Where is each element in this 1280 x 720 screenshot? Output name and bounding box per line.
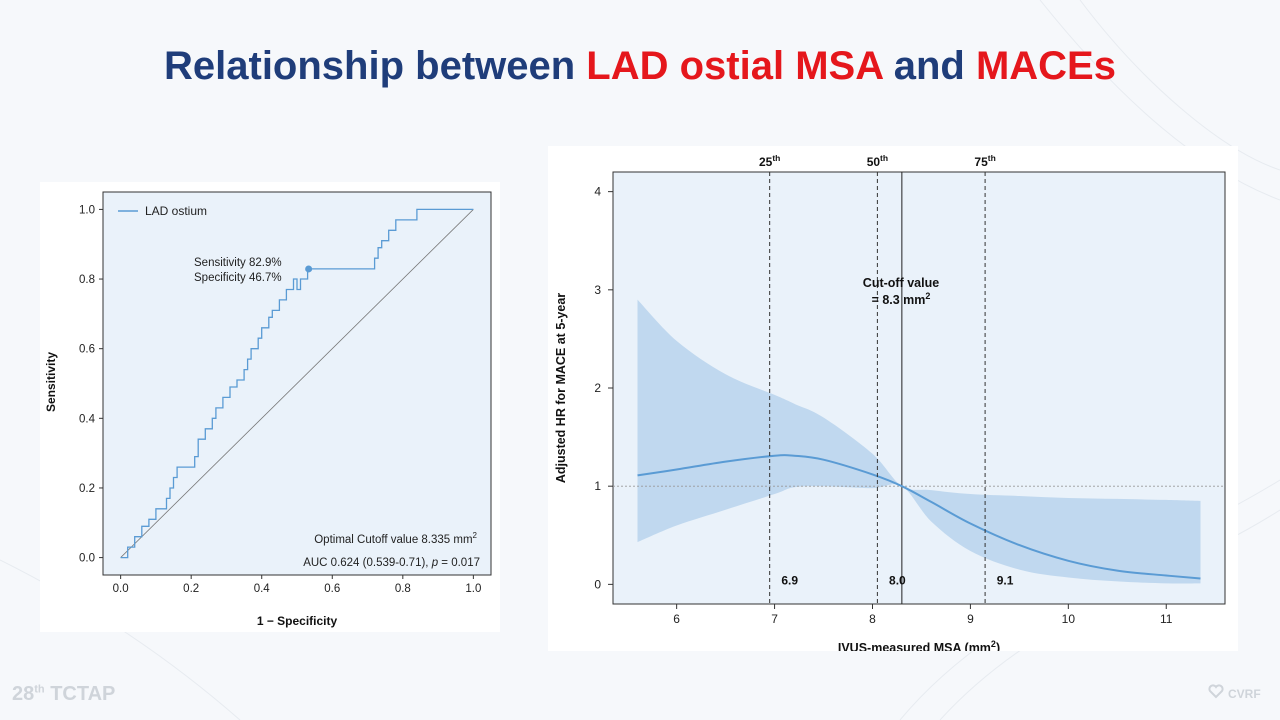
- roc-y-tick-label: 0.6: [79, 344, 95, 356]
- hr-x-axis-label: IVUS-measured MSA (mm2): [838, 639, 1000, 651]
- roc-y-axis-label: Sensitivity: [44, 352, 58, 412]
- roc-x-tick-label: 0.2: [183, 583, 199, 595]
- roc-x-tick-label: 0.8: [395, 583, 411, 595]
- roc-y-tick-label: 0.2: [79, 483, 95, 495]
- roc-x-tick-label: 0.0: [113, 583, 129, 595]
- hr-y-tick-label: 1: [594, 479, 601, 493]
- roc-curve: [120, 208, 474, 559]
- roc-y-tick-label: 1.0: [79, 204, 95, 216]
- hr-cutoff-label-line1: Cut-off value: [863, 276, 939, 290]
- roc-x-tick-label: 0.6: [324, 583, 340, 595]
- hr-percentile-value: 6.9: [781, 573, 798, 587]
- hr-percentile-label: 75th: [974, 153, 995, 169]
- roc-sensitivity-annotation: Sensitivity 82.9%: [194, 257, 282, 269]
- cvrf-heart-icon: [1208, 684, 1224, 699]
- roc-cutoff-annotation: Optimal Cutoff value 8.335 mm2: [314, 531, 477, 546]
- footer-number: 28: [12, 683, 35, 705]
- hr-cutoff-label-line2: = 8.3 mm2: [872, 291, 931, 307]
- hr-y-tick-label: 3: [594, 283, 601, 297]
- hr-x-tick-label: 8: [869, 612, 876, 626]
- roc-auc-annotation: AUC 0.624 (0.539-0.71), p = 0.017: [303, 557, 480, 569]
- hr-y-tick-label: 0: [594, 577, 601, 591]
- roc-chart-panel: 0.0 0.2 0.4 0.6 0.8 1.0 0.0 0.2 0.4 0.6 0.8 1.0 LAD…: [40, 182, 500, 632]
- hr-percentile-label: 25th: [759, 153, 780, 169]
- title-part-2: LAD ostial MSA: [586, 44, 883, 88]
- hr-chart-panel: 6 7 8 9 10 11 0 1 2 3 4 25th 6.9 50th 8.0 75th 9.1 Cut-…: [548, 146, 1238, 655]
- roc-y-tick-label: 0.8: [79, 274, 95, 286]
- title-part-1: Relationship between: [164, 44, 587, 88]
- title-part-4: MACEs: [975, 44, 1116, 88]
- footer-sup: th: [34, 683, 45, 696]
- hr-x-tick-label: 6: [673, 612, 680, 626]
- hr-y-tick-label: 2: [594, 381, 601, 395]
- hr-x-tick-label: 10: [1062, 612, 1076, 626]
- roc-y-tick-label: 0.4: [79, 413, 96, 425]
- roc-y-tick-label: 0.0: [79, 553, 95, 565]
- hr-chart: 6 7 8 9 10 11 0 1 2 3 4 25th 6.9 50th 8.0 75th 9.1 Cut-…: [554, 153, 1226, 655]
- hr-x-tick-label: 9: [967, 612, 974, 626]
- hr-x-tick-label: 11: [1160, 612, 1173, 626]
- roc-legend-label: LAD ostium: [145, 204, 207, 218]
- footer-cvrf-logo: CVRF: [1228, 687, 1261, 701]
- roc-x-axis-label: 1 − Specificity: [257, 614, 338, 628]
- roc-diagonal-reference: [120, 209, 474, 558]
- title-part-3: and: [882, 44, 976, 88]
- slide-title: Relationship between LAD ostial MSA and …: [0, 44, 1280, 89]
- roc-optimal-point: [305, 265, 313, 273]
- hr-percentile-value: 9.1: [997, 573, 1014, 587]
- footer-text: TCTAP: [50, 683, 116, 705]
- hr-y-axis-label: Adjusted HR for MACE at 5-year: [554, 293, 568, 483]
- roc-chart: 0.0 0.2 0.4 0.6 0.8 1.0 0.0 0.2 0.4 0.6 0.8 1.0 LAD…: [44, 191, 492, 628]
- hr-percentile-label: 50th: [867, 153, 888, 169]
- footer-tctap-logo: 28th TCTAP: [12, 683, 115, 706]
- roc-x-tick-label: 1.0: [465, 583, 481, 595]
- roc-specificity-annotation: Specificity 46.7%: [194, 272, 282, 284]
- hr-x-tick-label: 7: [771, 612, 778, 626]
- hr-y-tick-label: 4: [594, 185, 601, 199]
- roc-x-tick-label: 0.4: [254, 583, 271, 595]
- hr-confidence-band: [637, 299, 1201, 584]
- hr-percentile-value: 8.0: [889, 573, 906, 587]
- hr-curve: [637, 454, 1201, 580]
